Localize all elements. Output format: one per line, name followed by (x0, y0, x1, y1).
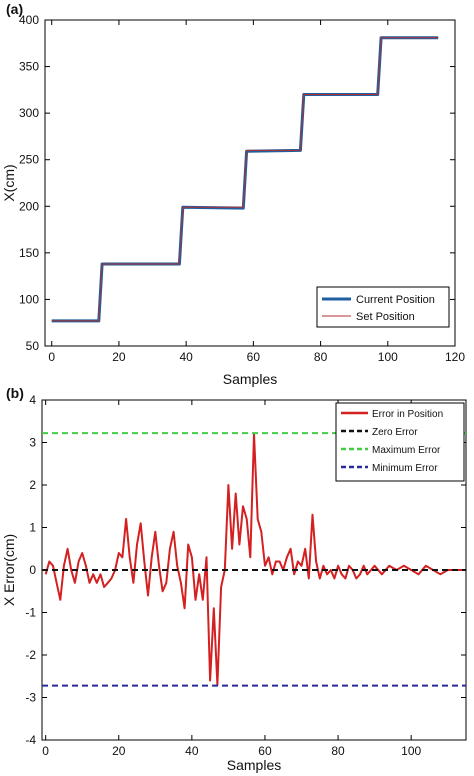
x-tick-label: 100 (378, 350, 398, 364)
legend-label-minimum-error: Minimum Error (372, 463, 438, 474)
x-tick-label: 100 (401, 744, 421, 758)
panel-b-ticks: 0 20 40 60 80 100 -4 -3 -2 -1 0 1 2 3 4 (25, 393, 466, 758)
y-tick-label: 2 (29, 478, 36, 492)
panel-a-legend: Current Position Set Position (316, 286, 450, 328)
y-tick-label: 50 (26, 339, 40, 353)
x-tick-label: 20 (112, 744, 126, 758)
y-tick-label: 150 (19, 246, 39, 260)
y-tick-label: -2 (25, 648, 36, 662)
panel-a-series (51, 36, 439, 323)
x-tick-label: 40 (185, 744, 199, 758)
x-tick-label: 60 (258, 744, 272, 758)
y-tick-label: 350 (19, 60, 39, 74)
x-tick-label: 120 (445, 350, 465, 364)
panel-b-legend: Error in Position Zero Error Maximum Err… (335, 402, 465, 482)
panel-a-ylabel: X(cm) (1, 164, 17, 201)
x-tick-label: 60 (247, 350, 261, 364)
y-tick-label: 400 (19, 13, 39, 27)
x-tick-label: 0 (48, 350, 55, 364)
y-tick-label: -3 (25, 691, 36, 705)
x-tick-label: 20 (112, 350, 126, 364)
y-tick-label: 100 (19, 292, 39, 306)
y-tick-label: 1 (29, 521, 36, 535)
legend-label-set-position: Set Position (356, 311, 415, 323)
panel-a: (a) Samples X(cm) 0 20 40 60 80 100 120 50 100 15… (1, 1, 465, 387)
series-line-error-in-position (44, 433, 463, 686)
y-tick-label: 3 (29, 436, 36, 450)
x-tick-label: 80 (331, 744, 345, 758)
series-line-set-position (51, 37, 439, 322)
y-tick-label: -4 (25, 733, 36, 747)
legend-label-error-in-position: Error in Position (372, 409, 443, 420)
y-tick-label: -1 (25, 606, 36, 620)
y-tick-label: 200 (19, 199, 39, 213)
y-tick-label: 0 (29, 563, 36, 577)
panel-a-legend-box (316, 286, 450, 328)
y-tick-label: 300 (19, 106, 39, 120)
y-tick-label: 250 (19, 153, 39, 167)
legend-label-maximum-error: Maximum Error (372, 445, 441, 456)
x-tick-label: 0 (42, 744, 49, 758)
panel-b: (b) Samples X Error(cm) 0 20 40 60 80 100-4-3… (1, 385, 467, 773)
panel-a-xlabel: Samples (223, 371, 277, 387)
panel-b-xlabel: Samples (227, 757, 281, 773)
panel-b-ylabel: X Error(cm) (1, 534, 17, 606)
panel-b-label: (b) (6, 385, 24, 401)
y-tick-label: 4 (29, 393, 36, 407)
panel-a-label: (a) (6, 1, 23, 17)
x-tick-label: 80 (314, 350, 328, 364)
panel-a-ticks: 0 20 40 60 80 100 120 50 100 150 200 250 300 350 400 (19, 13, 465, 364)
legend-label-zero-error: Zero Error (372, 427, 418, 438)
legend-label-current-position: Current Position (356, 294, 435, 306)
x-tick-label: 40 (179, 350, 193, 364)
